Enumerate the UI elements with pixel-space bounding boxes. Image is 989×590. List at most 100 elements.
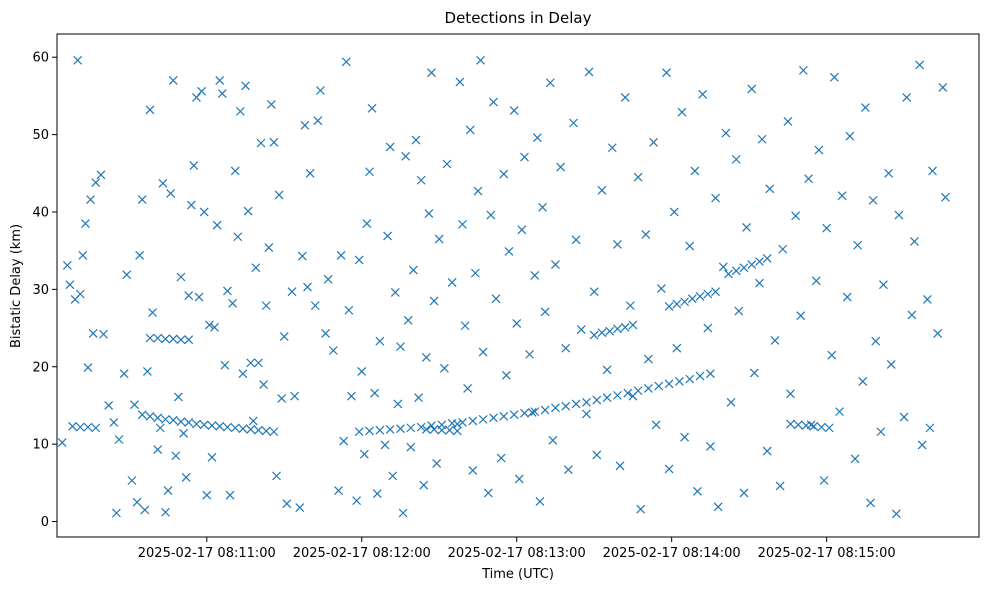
data-point [674,377,684,386]
data-point [786,419,795,429]
data-point [365,167,374,177]
data-point [718,262,728,272]
data-point [705,369,715,379]
data-point [868,195,878,205]
data-point [703,323,713,333]
data-point [527,407,537,417]
data-point [432,459,442,468]
data-point [850,454,860,464]
data-point [303,282,312,292]
data-point [390,288,400,297]
x-tick-label: 2025-02-17 08:11:00 [138,546,276,561]
data-point [362,219,372,229]
data-point [375,425,385,435]
data-point [421,353,431,362]
data-point [248,416,258,426]
data-point [328,346,338,355]
data-point [189,161,199,170]
data-point [207,452,217,462]
data-point [370,388,380,398]
data-point [876,427,886,437]
data-point [83,363,93,372]
data-point [256,138,266,148]
data-point [842,292,852,302]
data-point [592,450,602,460]
data-point [192,419,201,429]
data-point [620,322,630,332]
data-point [375,336,385,346]
data-point [765,184,775,194]
data-point [762,253,772,263]
x-axis-ticks: 2025-02-17 08:11:00 2025-02-17 08:12:00 20… [138,537,896,561]
data-point [809,421,819,431]
data-point [489,413,498,423]
data-point [346,391,356,401]
data-point [713,502,723,512]
data-point [633,172,643,182]
data-point [625,301,635,311]
data-point [739,263,749,273]
data-point [811,276,821,286]
data-point [424,209,434,218]
data-point [613,390,622,400]
data-point [238,424,248,434]
data-point [68,421,77,431]
data-point [775,481,785,491]
data-point [269,427,279,437]
data-point [517,225,527,235]
data-point [928,166,937,176]
data-point [672,343,682,353]
data-point [62,260,72,270]
data-point [535,496,545,506]
data-point [804,174,813,184]
data-point [685,241,695,251]
data-point [429,425,439,434]
data-point [339,436,349,446]
data-point [747,84,757,94]
data-point [313,116,323,126]
data-point [75,422,85,432]
data-point [829,72,839,82]
data-point [365,426,374,436]
data-point [380,440,390,450]
y-tick-label: 10 [32,438,49,453]
data-point [414,393,423,403]
data-point [223,422,232,432]
data-point [452,419,462,429]
data-point [602,393,612,403]
data-point [938,82,948,92]
data-point [401,151,411,161]
data-point [460,321,470,331]
data-point [297,251,307,261]
y-tick-label: 40 [32,205,49,220]
data-point [664,301,674,311]
data-point [858,377,868,386]
data-point [512,318,522,328]
data-point [563,465,573,475]
data-point [514,474,524,484]
data-point [551,403,560,413]
data-point [755,257,764,266]
data-point [259,380,269,389]
data-point [406,442,416,452]
data-point [161,414,170,424]
data-point [217,89,227,99]
data-point [241,81,250,91]
data-point [80,219,90,229]
data-point [538,202,547,212]
data-point [184,291,194,300]
chart-title: Detections in Delay [445,9,592,27]
data-point [796,311,806,321]
data-point [925,423,935,433]
data-point [130,400,139,410]
y-tick-label: 50 [32,128,49,143]
data-point [166,188,176,198]
data-point [176,272,186,282]
data-point [91,423,101,433]
data-point [468,416,478,426]
data-point [202,490,212,500]
data-point [163,486,173,495]
data-point [352,496,362,506]
data-point [161,507,170,517]
data-point [210,322,219,332]
